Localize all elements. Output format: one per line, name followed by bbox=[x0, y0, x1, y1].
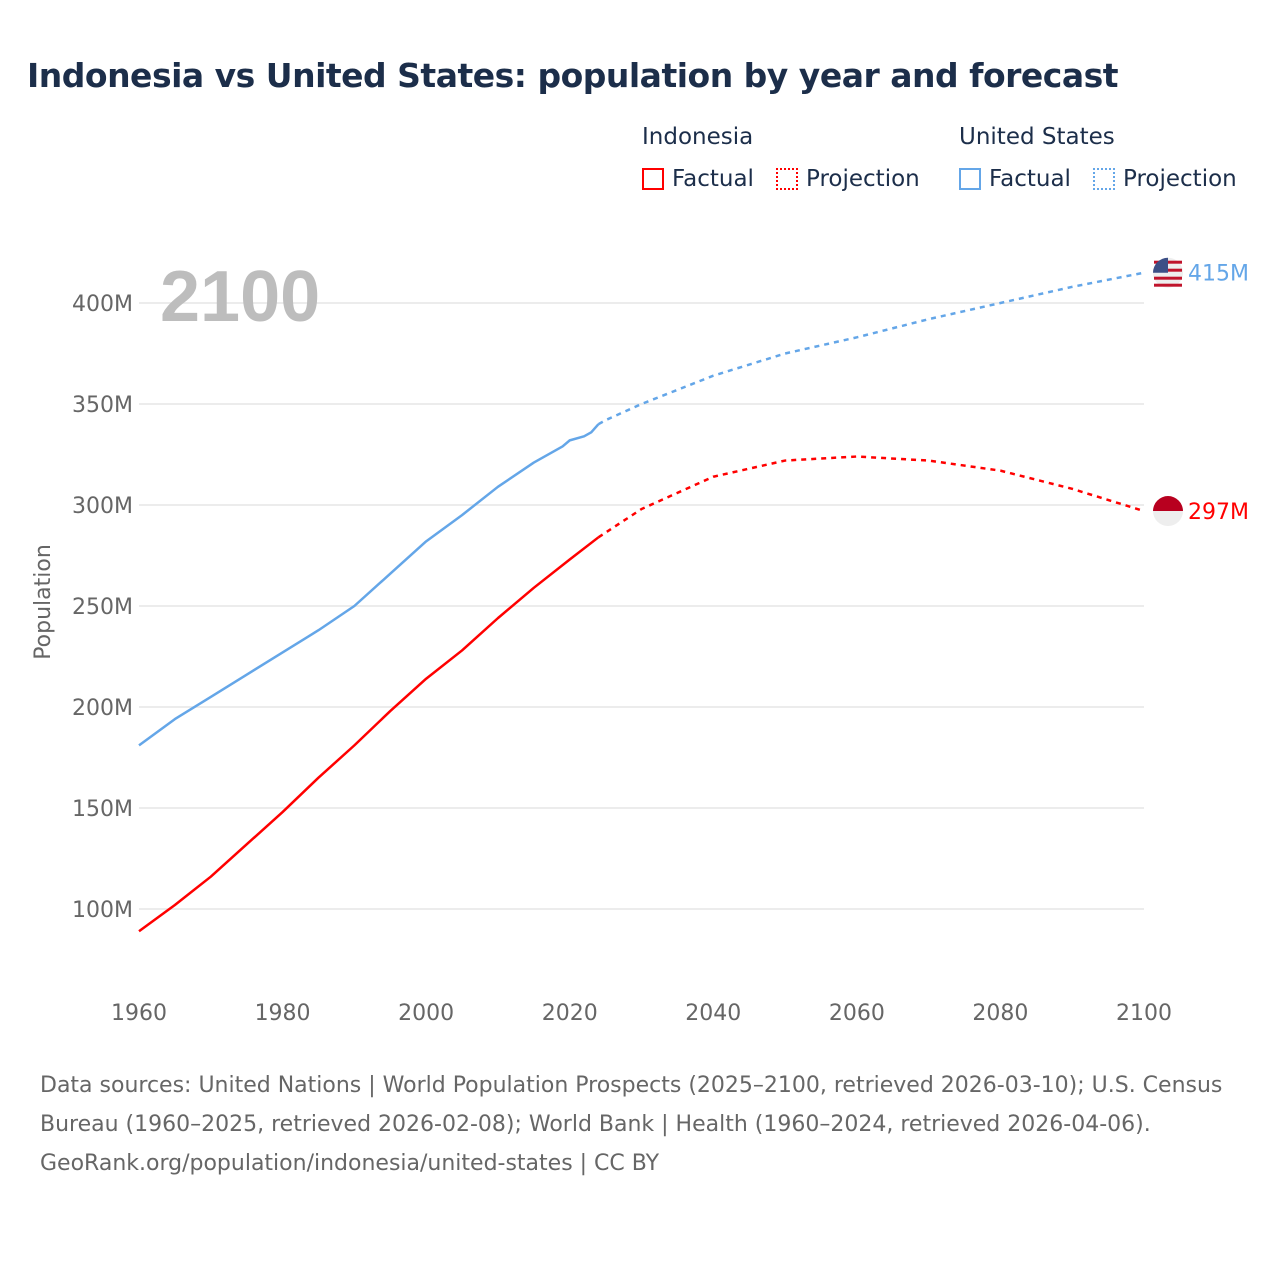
y-tick-label: 150M bbox=[72, 797, 133, 822]
x-tick-label: 2060 bbox=[829, 1001, 885, 1026]
us-flag-icon bbox=[1153, 257, 1168, 273]
x-tick-label: 2100 bbox=[1116, 1001, 1172, 1026]
x-tick-label: 2020 bbox=[542, 1001, 598, 1026]
y-tick-label: 350M bbox=[72, 393, 133, 418]
legend-us-heading: United States bbox=[959, 124, 1115, 150]
legend-label: Factual bbox=[672, 166, 754, 192]
y-tick-label: 400M bbox=[72, 292, 133, 317]
legend-label: Projection bbox=[1123, 166, 1237, 192]
legend-us-factual[interactable]: Factual bbox=[959, 166, 1071, 192]
legend-us-projection[interactable]: Projection bbox=[1093, 166, 1237, 192]
x-tick-label: 1980 bbox=[255, 1001, 311, 1026]
indonesia-flag-icon bbox=[1153, 511, 1183, 527]
x-tick-label: 2080 bbox=[972, 1001, 1028, 1026]
united-states-projection-line bbox=[597, 271, 1145, 426]
us-flag-icon bbox=[1154, 276, 1182, 280]
y-tick-label: 100M bbox=[72, 898, 133, 923]
footer: Data sources: United Nations | World Pop… bbox=[40, 1066, 1230, 1183]
united-states-factual-line bbox=[138, 423, 600, 747]
indonesia-flag-icon bbox=[1153, 496, 1183, 512]
indonesia-end-label: 297M bbox=[1188, 500, 1249, 525]
plot-area: 100M 150M 200M 250M 300M 350M 400M 1960 1980 2000… bbox=[31, 257, 1249, 1026]
y-tick-label: 250M bbox=[72, 595, 133, 620]
us-flag-icon bbox=[1154, 283, 1182, 287]
united-states-end-label: 415M bbox=[1188, 262, 1249, 287]
legend-swatch-dotted bbox=[776, 168, 798, 190]
legend-swatch-solid bbox=[642, 168, 664, 190]
indonesia-factual-line bbox=[138, 536, 600, 933]
x-tick-label: 1960 bbox=[111, 1001, 167, 1026]
legend-label: Factual bbox=[989, 166, 1071, 192]
legend-indonesia-projection[interactable]: Projection bbox=[776, 166, 920, 192]
legend-swatch-dotted bbox=[1093, 168, 1115, 190]
y-tick-label: 300M bbox=[72, 494, 133, 519]
legend-indonesia-factual[interactable]: Factual bbox=[642, 166, 754, 192]
year-watermark: 2100 bbox=[160, 257, 320, 337]
data-sources: Data sources: United Nations | World Pop… bbox=[40, 1073, 1223, 1137]
legend-swatch-solid bbox=[959, 168, 981, 190]
legend-label: Projection bbox=[806, 166, 920, 192]
chart-title: Indonesia vs United States: population b… bbox=[27, 56, 1119, 95]
x-tick-label: 2040 bbox=[685, 1001, 741, 1026]
legend-indonesia-heading: Indonesia bbox=[642, 124, 754, 150]
y-tick-label: 200M bbox=[72, 696, 133, 721]
credit-link[interactable]: GeoRank.org/population/indonesia/united-… bbox=[40, 1151, 660, 1176]
indonesia-projection-line bbox=[597, 455, 1145, 539]
y-axis-label: Population bbox=[31, 544, 56, 660]
x-tick-label: 2000 bbox=[398, 1001, 454, 1026]
